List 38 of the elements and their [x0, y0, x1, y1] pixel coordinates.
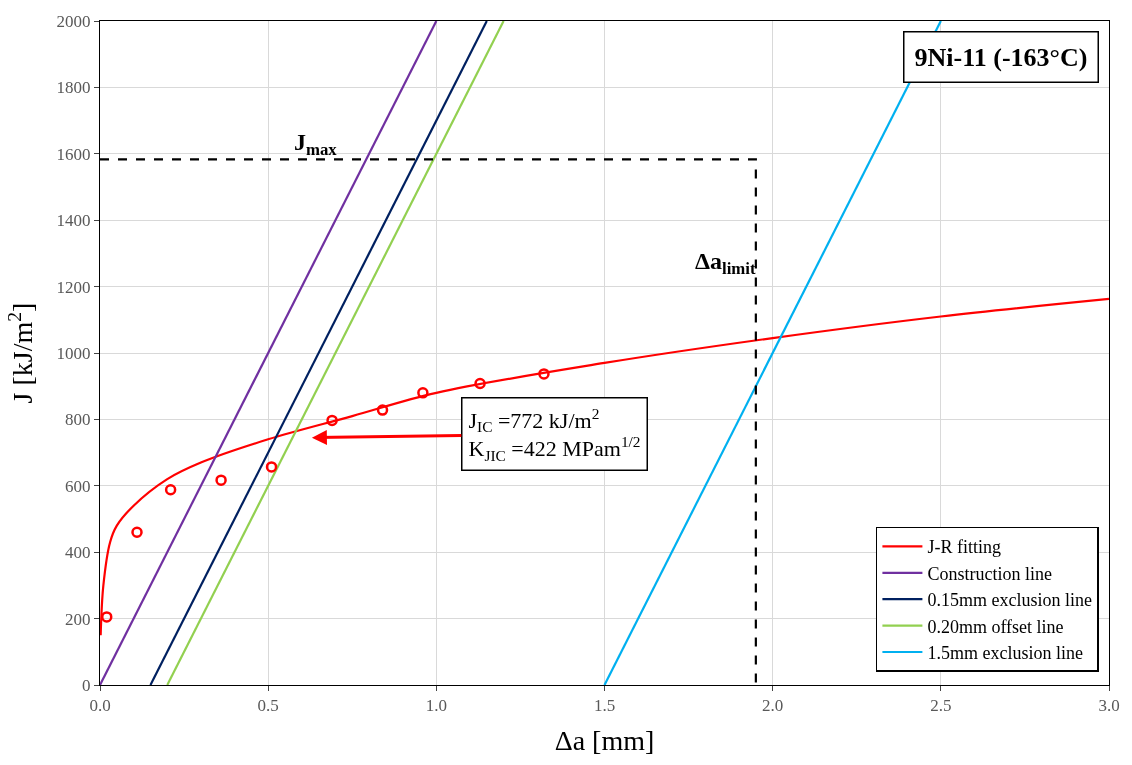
- point: [376, 404, 389, 416]
- legend-label: 0.15mm exclusion line: [927, 590, 1092, 611]
- x-tick-label: 0.0: [89, 696, 111, 716]
- y-tick-label: 2000: [56, 11, 91, 31]
- point: [131, 526, 143, 539]
- x-tick-label: 1.0: [425, 696, 447, 716]
- x-tick-label: 1.5: [593, 696, 616, 716]
- y-tick-label: 0: [82, 675, 91, 695]
- x-tick-label: 0.5: [257, 696, 279, 716]
- x-axis-title: Δa [mm]: [554, 724, 655, 756]
- legend-label: 1.5mm exclusion line: [927, 643, 1083, 664]
- annotation: Δa$_{limit}$: [695, 248, 757, 279]
- point: [265, 461, 278, 473]
- x-tick-label: 3.0: [1098, 696, 1120, 716]
- point: [538, 368, 550, 380]
- y-tick-label: 800: [65, 410, 91, 430]
- point: [474, 377, 486, 390]
- y-tick-label: 400: [65, 543, 91, 563]
- y-tick-label: 1600: [56, 144, 91, 164]
- text: 9Ni-11 (-163°C): [914, 42, 1088, 72]
- point: [215, 474, 227, 486]
- legend-label: J-R fitting: [927, 537, 1001, 558]
- y-tick-label: 1000: [56, 343, 91, 363]
- x-tick-label: 2.5: [930, 696, 952, 716]
- annotation: J$_{max}$: [294, 129, 338, 160]
- point: [164, 484, 177, 496]
- y-tick-label: 1800: [56, 78, 91, 98]
- y-tick-label: 1400: [56, 211, 91, 231]
- text: J$_{IC}$ =772 kJ/m$^{2}$ K$_{JIC}$ =422 MPam$^{1/2}$: [468, 404, 641, 464]
- line-series: [100, 297, 1109, 637]
- y-tick-label: 200: [65, 609, 91, 629]
- point: [417, 387, 429, 399]
- y-tick-label: 600: [65, 476, 91, 496]
- legend-label: 0.20mm offset line: [927, 616, 1064, 637]
- legend-label: Construction line: [927, 563, 1052, 584]
- y-tick-label: 1200: [56, 277, 91, 297]
- point: [326, 414, 338, 427]
- x-tick-label: 2.0: [762, 696, 784, 716]
